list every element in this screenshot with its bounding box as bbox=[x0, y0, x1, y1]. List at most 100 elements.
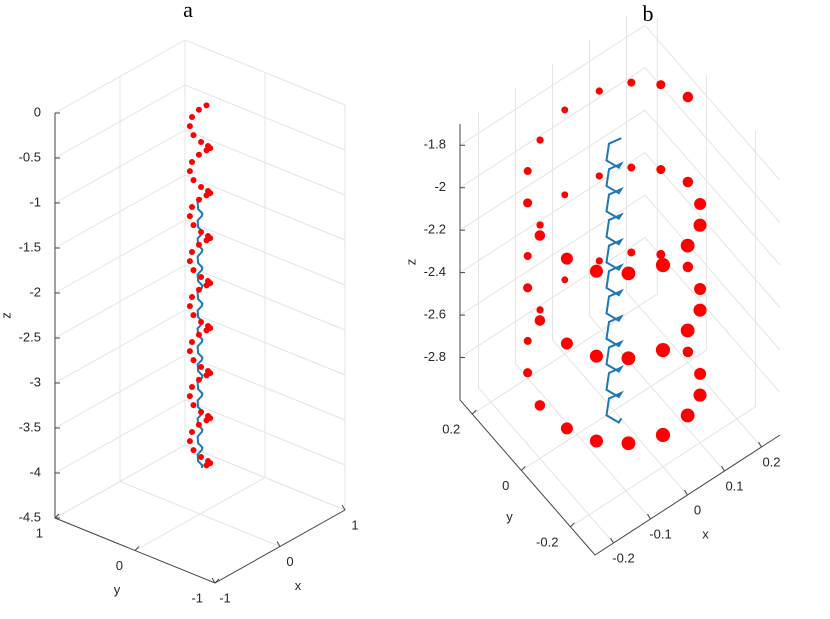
grid-line bbox=[54, 40, 186, 519]
grid-line bbox=[570, 130, 756, 528]
helix-point bbox=[195, 421, 202, 428]
y-tick bbox=[134, 546, 140, 551]
helix-point bbox=[186, 123, 193, 130]
z-tick-label: -1.8 bbox=[424, 137, 446, 152]
axis-line bbox=[54, 113, 346, 584]
grid-line bbox=[459, 109, 781, 266]
y-tick bbox=[471, 409, 477, 415]
helix-point bbox=[189, 204, 195, 210]
z-tick-label: -1 bbox=[29, 194, 41, 209]
helix-point bbox=[190, 357, 197, 364]
helix-point bbox=[655, 342, 671, 358]
helix-point bbox=[561, 106, 569, 114]
helix-point bbox=[189, 159, 195, 165]
helix-point bbox=[561, 276, 569, 284]
helix-point bbox=[694, 367, 707, 380]
helix-point bbox=[595, 172, 603, 180]
helix-point bbox=[523, 198, 533, 208]
z-tick-label: -2.2 bbox=[424, 222, 446, 237]
helix-point bbox=[203, 102, 210, 109]
helix-point bbox=[595, 257, 603, 265]
helix-point bbox=[589, 434, 603, 448]
helix-point bbox=[190, 177, 197, 184]
z-tick-label: -2 bbox=[29, 284, 41, 299]
x-tick-label: 0 bbox=[286, 554, 293, 569]
helix-point bbox=[186, 213, 193, 220]
y-axis-label: y bbox=[114, 582, 121, 597]
helix-point bbox=[189, 384, 195, 390]
x-tick-label: 0.2 bbox=[762, 454, 780, 469]
helix-point bbox=[561, 191, 569, 199]
helix-point bbox=[186, 348, 193, 355]
grid-line bbox=[459, 24, 781, 181]
z-tick-label: -1.5 bbox=[19, 239, 41, 254]
helix-point bbox=[195, 106, 202, 113]
helix-point bbox=[203, 327, 210, 334]
helix-point bbox=[195, 286, 202, 293]
helix-point bbox=[190, 132, 197, 139]
x-tick bbox=[721, 465, 725, 472]
helix-point bbox=[190, 222, 197, 229]
helix-point bbox=[595, 87, 603, 95]
z-tick-label: -2.5 bbox=[19, 329, 41, 344]
z-tick-label: -3 bbox=[29, 374, 41, 389]
x-tick bbox=[684, 489, 688, 496]
helix-point bbox=[536, 221, 544, 229]
helix-point bbox=[198, 408, 205, 415]
helix-point bbox=[682, 176, 694, 188]
x-tick-label: -0.2 bbox=[612, 550, 634, 565]
y-tick-label: -1 bbox=[191, 590, 203, 605]
y-tick bbox=[54, 513, 60, 519]
helix-point bbox=[680, 323, 695, 338]
helix-point bbox=[198, 453, 205, 460]
x-tick-label: 1 bbox=[351, 517, 358, 532]
z-tick-label: -2.6 bbox=[424, 307, 446, 322]
grid-line bbox=[589, 40, 725, 472]
z-axis-label: z bbox=[0, 312, 13, 319]
helix-point bbox=[694, 282, 707, 295]
helix-point bbox=[523, 251, 532, 260]
helix-point bbox=[656, 249, 666, 260]
y-tick bbox=[214, 578, 220, 584]
helix-point bbox=[656, 80, 666, 90]
helix-point bbox=[560, 422, 573, 435]
helix-point bbox=[523, 167, 532, 176]
x-tick bbox=[276, 541, 281, 547]
x-tick bbox=[758, 441, 762, 448]
panel-title: a bbox=[183, 0, 193, 22]
grid-line bbox=[459, 67, 781, 224]
grid-line bbox=[54, 84, 346, 159]
helix-point bbox=[195, 196, 202, 203]
helix-point bbox=[621, 351, 636, 366]
y-tick-label: 1 bbox=[36, 525, 43, 540]
helix-point bbox=[195, 241, 202, 248]
grid-line bbox=[626, 16, 762, 448]
z-tick-label: -2.4 bbox=[424, 264, 446, 279]
helix-point bbox=[203, 237, 210, 244]
helix-point bbox=[536, 306, 544, 314]
helix-point bbox=[198, 363, 205, 370]
x-tick bbox=[211, 577, 216, 584]
helix-point bbox=[627, 248, 636, 257]
x-tick-label: 0.1 bbox=[725, 478, 743, 493]
helix-point bbox=[186, 303, 193, 310]
grid-line bbox=[134, 72, 266, 551]
grid-line bbox=[459, 236, 781, 393]
y-tick-label: 0 bbox=[502, 478, 509, 493]
y-tick-label: -0.2 bbox=[536, 534, 558, 549]
grid-line bbox=[214, 105, 346, 584]
z-tick-label: 0 bbox=[34, 104, 41, 119]
helix-point bbox=[189, 294, 195, 300]
helix-point bbox=[203, 372, 210, 379]
helix-point bbox=[627, 78, 636, 87]
x-tick bbox=[647, 513, 651, 520]
helix-point bbox=[203, 147, 210, 154]
helix-point bbox=[186, 438, 193, 445]
helix-point bbox=[189, 114, 195, 120]
grid-line bbox=[459, 194, 781, 351]
helix-point bbox=[203, 282, 210, 289]
helix-point bbox=[682, 261, 694, 273]
helix-point bbox=[655, 258, 671, 273]
grid-line bbox=[552, 64, 688, 496]
